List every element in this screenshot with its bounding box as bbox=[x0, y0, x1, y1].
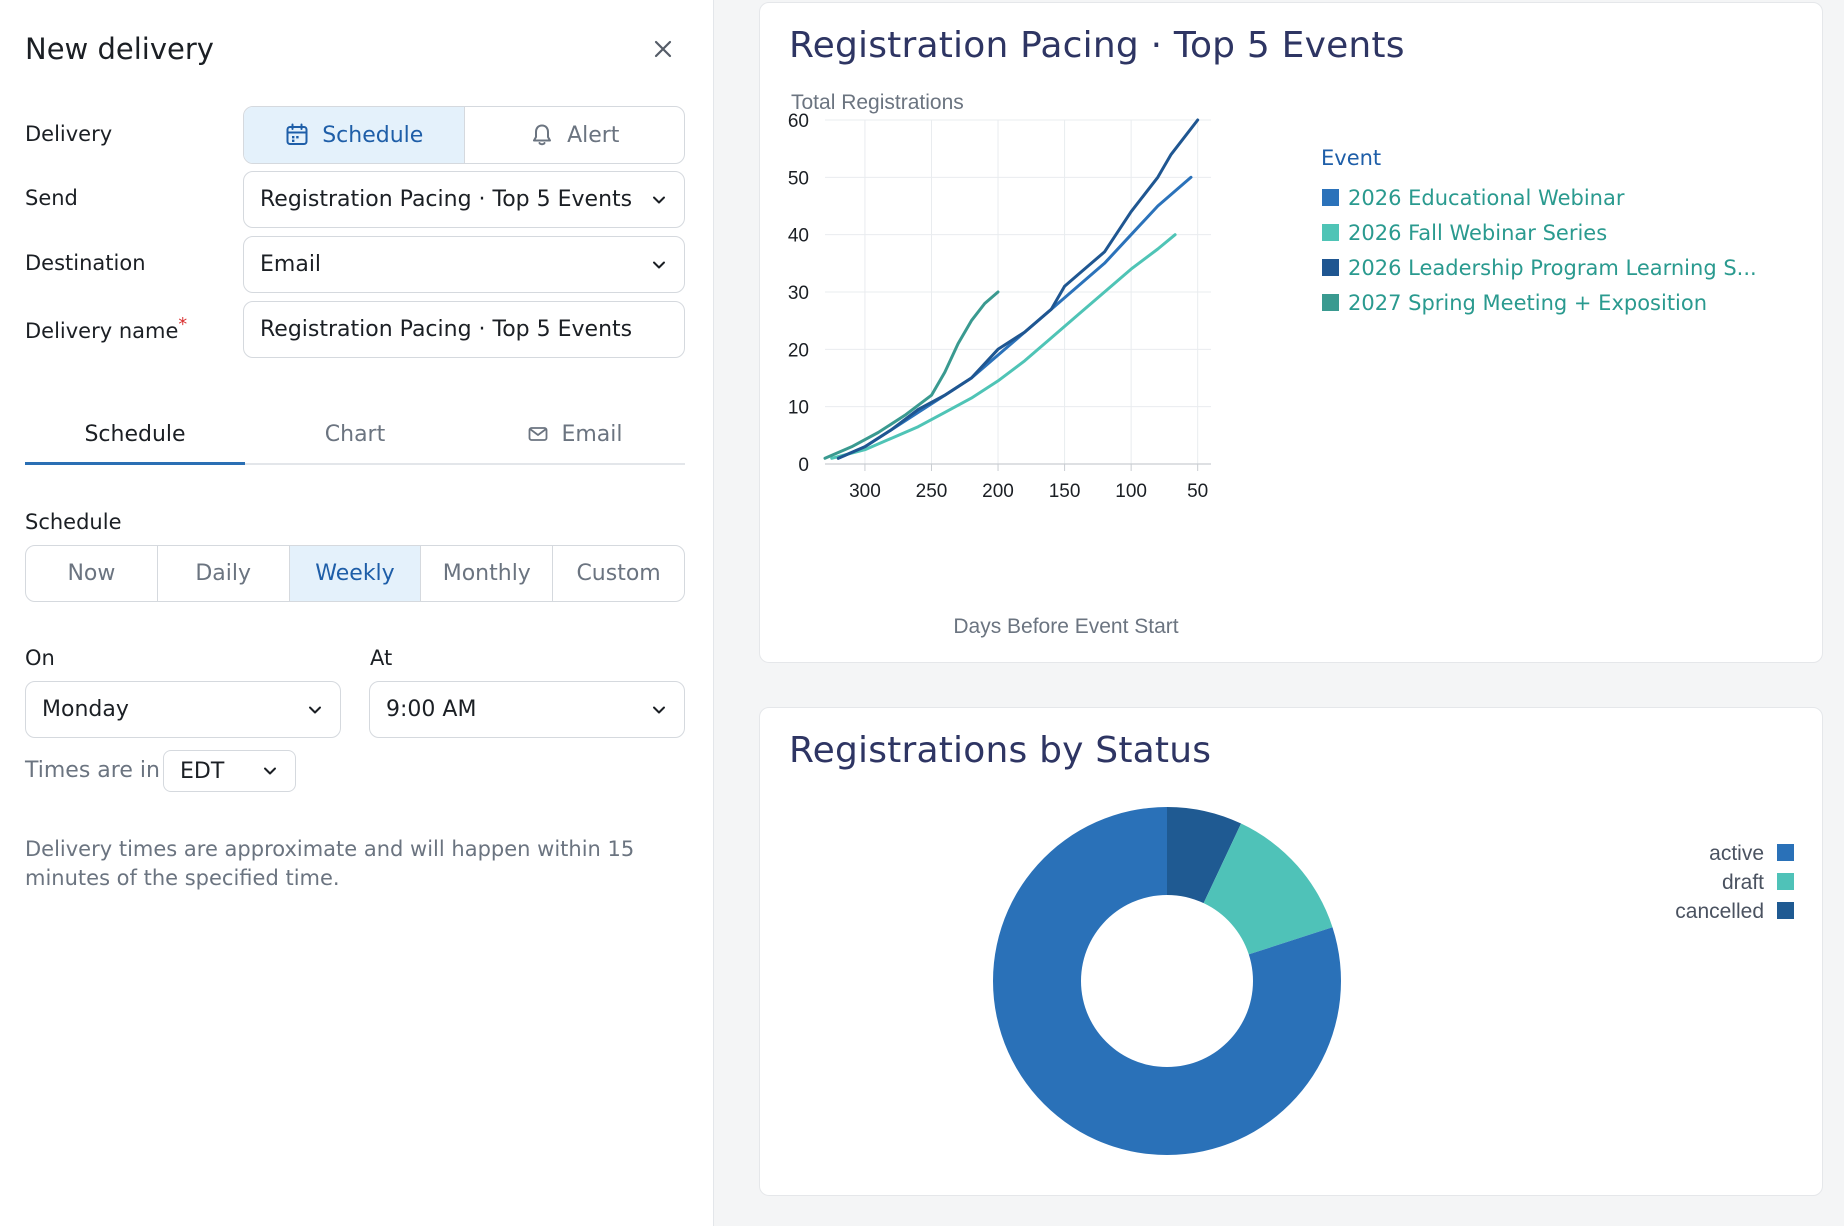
delivery-time-helper-text: Delivery times are approximate and will … bbox=[25, 837, 635, 890]
y-tick-label: 40 bbox=[788, 226, 809, 247]
tab-schedule[interactable]: Schedule bbox=[25, 405, 245, 465]
tab-email[interactable]: Email bbox=[465, 405, 685, 463]
x-tick-label: 150 bbox=[1049, 481, 1081, 502]
x-tick-label: 50 bbox=[1187, 481, 1208, 502]
on-label: On bbox=[25, 646, 55, 670]
legend-item[interactable]: cancelled bbox=[1675, 900, 1764, 923]
legend-item[interactable]: 2027 Spring Meeting + Exposition bbox=[1348, 291, 1707, 315]
delivery-name-label-text: Delivery name bbox=[25, 319, 179, 343]
day-select[interactable]: Monday bbox=[25, 681, 341, 738]
destination-label: Destination bbox=[25, 251, 146, 275]
required-mark: * bbox=[178, 315, 188, 335]
legend-item[interactable]: 2026 Leadership Program Learning S... bbox=[1348, 256, 1757, 280]
delivery-name-label: Delivery name* bbox=[25, 315, 187, 343]
tab-email-label: Email bbox=[561, 421, 623, 447]
frequency-custom[interactable]: Custom bbox=[552, 546, 684, 601]
x-tick-label: 250 bbox=[916, 481, 948, 502]
series-line[interactable] bbox=[836, 118, 1200, 460]
time-value: 9:00 AM bbox=[386, 697, 477, 722]
x-tick-label: 100 bbox=[1115, 481, 1147, 502]
close-button[interactable] bbox=[646, 32, 680, 66]
send-label: Send bbox=[25, 186, 78, 210]
y-tick-label: 10 bbox=[788, 398, 809, 419]
delivery-tabs: Schedule Chart Email bbox=[25, 405, 685, 465]
destination-value: Email bbox=[260, 252, 322, 277]
registration-pacing-chart: Total Registrations Days Before Event St… bbox=[788, 91, 1757, 638]
legend-swatch bbox=[1322, 259, 1339, 276]
send-select[interactable]: Registration Pacing · Top 5 Events bbox=[243, 171, 685, 228]
delivery-name-value: Registration Pacing · Top 5 Events bbox=[260, 317, 633, 342]
series-line[interactable] bbox=[836, 175, 1193, 460]
registration-pacing-card: Registration Pacing · Top 5 Events Total… bbox=[759, 2, 1823, 663]
delivery-alert-label: Alert bbox=[567, 122, 620, 148]
tab-chart-label: Chart bbox=[324, 421, 386, 447]
tab-chart[interactable]: Chart bbox=[245, 405, 465, 463]
legend-swatch bbox=[1777, 902, 1794, 919]
frequency-weekly[interactable]: Weekly bbox=[288, 546, 421, 601]
legend-swatch bbox=[1322, 224, 1339, 241]
registrations-status-donut: active draft cancelled bbox=[993, 807, 1794, 1155]
registrations-by-status-card: Registrations by Status active draft cance… bbox=[759, 707, 1823, 1196]
legend-title: Event bbox=[1321, 146, 1381, 170]
legend-item[interactable]: active bbox=[1709, 842, 1764, 865]
donut-slice-cancelled[interactable] bbox=[1167, 807, 1242, 904]
series-line[interactable] bbox=[823, 290, 1000, 460]
donut-slice-draft[interactable] bbox=[1203, 823, 1333, 955]
chevron-down-icon bbox=[264, 767, 276, 775]
tab-schedule-label: Schedule bbox=[84, 421, 186, 447]
delivery-name-input[interactable]: Registration Pacing · Top 5 Events bbox=[243, 301, 685, 358]
legend-swatch bbox=[1322, 294, 1339, 311]
y-tick-label: 50 bbox=[788, 168, 809, 189]
y-tick-label: 30 bbox=[788, 283, 809, 304]
y-tick-label: 60 bbox=[788, 111, 809, 132]
delivery-label: Delivery bbox=[25, 122, 113, 146]
x-tick-label: 200 bbox=[982, 481, 1014, 502]
day-value: Monday bbox=[42, 697, 129, 722]
at-label: At bbox=[370, 646, 393, 670]
bell-icon bbox=[533, 124, 552, 146]
y-tick-label: 20 bbox=[788, 340, 809, 361]
series-line[interactable] bbox=[830, 233, 1177, 460]
x-axis-title: Days Before Event Start bbox=[953, 615, 1178, 638]
close-icon bbox=[654, 40, 672, 58]
y-tick-label: 0 bbox=[798, 455, 809, 476]
legend-swatch bbox=[1322, 189, 1339, 206]
line-chart-title: Registration Pacing · Top 5 Events bbox=[789, 25, 1405, 66]
delivery-schedule-label: Schedule bbox=[322, 122, 424, 148]
timezone-value: EDT bbox=[180, 758, 225, 784]
send-value: Registration Pacing · Top 5 Events bbox=[260, 187, 633, 212]
chevron-down-icon bbox=[653, 706, 665, 713]
delivery-schedule-option[interactable]: Schedule bbox=[244, 107, 464, 163]
calendar-icon bbox=[286, 123, 308, 145]
legend-item[interactable]: 2026 Fall Webinar Series bbox=[1348, 221, 1607, 245]
time-select[interactable]: 9:00 AM bbox=[369, 681, 685, 738]
legend-swatch bbox=[1777, 844, 1794, 861]
delivery-type-toggle: Schedule Alert bbox=[243, 106, 685, 164]
legend-item[interactable]: draft bbox=[1722, 871, 1764, 894]
y-axis-title: Total Registrations bbox=[791, 91, 964, 114]
schedule-frequency-toggle: Now Daily Weekly Monthly Custom bbox=[25, 545, 685, 602]
timezone-select[interactable]: EDT bbox=[163, 750, 296, 792]
x-tick-label: 300 bbox=[849, 481, 881, 502]
schedule-label: Schedule bbox=[25, 510, 122, 534]
frequency-now[interactable]: Now bbox=[67, 561, 116, 586]
panel-title: New delivery bbox=[25, 32, 214, 66]
new-delivery-panel: New delivery Delivery Schedule Alert Sen… bbox=[0, 0, 714, 1226]
destination-select[interactable]: Email bbox=[243, 236, 685, 293]
frequency-monthly[interactable]: Monthly bbox=[420, 546, 552, 601]
legend-swatch bbox=[1777, 873, 1794, 890]
timezone-label: Times are in bbox=[25, 758, 160, 783]
chevron-down-icon bbox=[309, 706, 321, 713]
donut-slice-active[interactable] bbox=[993, 807, 1341, 1155]
frequency-daily[interactable]: Daily bbox=[156, 546, 289, 601]
legend-item[interactable]: 2026 Educational Webinar bbox=[1348, 186, 1625, 210]
delivery-alert-option[interactable]: Alert bbox=[463, 107, 685, 163]
donut-chart-title: Registrations by Status bbox=[789, 730, 1212, 771]
mail-icon bbox=[529, 427, 548, 441]
chevron-down-icon bbox=[653, 196, 665, 203]
chevron-down-icon bbox=[653, 261, 665, 268]
